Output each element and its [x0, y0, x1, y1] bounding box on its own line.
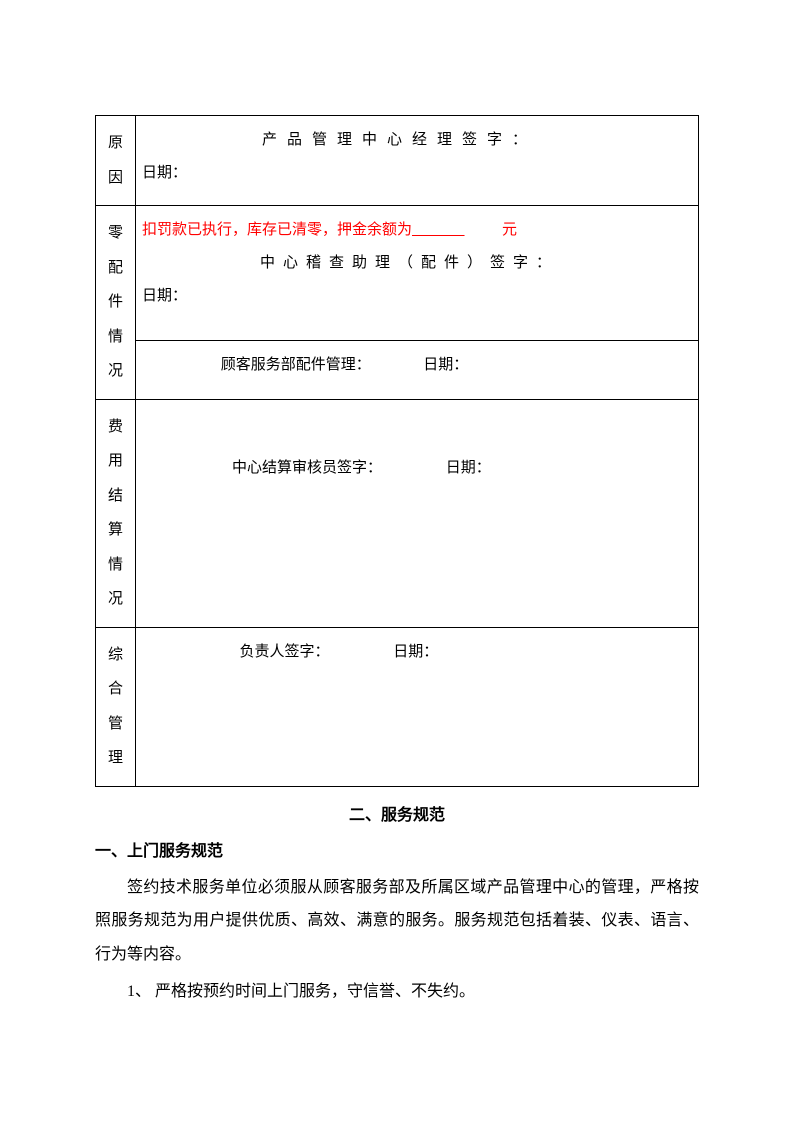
spacer [371, 357, 424, 373]
red-text-suffix: 元 [502, 222, 517, 238]
table-row: 原因 产品管理中心经理签字： 日期： [96, 116, 699, 206]
date-label: 日期： [142, 165, 187, 181]
sign-label: 产品管理中心经理签字： [262, 132, 537, 148]
spacer [142, 644, 240, 660]
row-label-reason: 原因 [96, 116, 136, 206]
section-title: 二、服务规范 [95, 801, 699, 825]
row-content-reason: 产品管理中心经理签字： 日期： [136, 116, 699, 206]
row-content-fee: 中心结算审核员签字： 日期： [136, 399, 699, 627]
date-label: 日期： [393, 644, 438, 660]
sign-label: 顾客服务部配件管理： [221, 357, 371, 373]
row-label-parts: 零配件情况 [96, 206, 136, 400]
sign-label: 中心结算审核员签字： [232, 460, 382, 476]
table-row: 顾客服务部配件管理： 日期： [96, 341, 699, 399]
paragraph-text: 签约技术服务单位必须服从顾客服务部及所属区域产品管理中心的管理，严格按照服务规范… [95, 871, 699, 972]
table-row: 费用结算情况 中心结算审核员签字： 日期： [96, 399, 699, 627]
row-content-mgmt: 负责人签字： 日期： [136, 627, 699, 786]
row-content-parts-a: 扣罚款已执行，库存已清零，押金余额为 元 中心稽查助理（配件）签字： 日期： [136, 206, 699, 341]
row-content-parts-b: 顾客服务部配件管理： 日期： [136, 341, 699, 399]
row-label-fee: 费用结算情况 [96, 399, 136, 627]
list-item: 1、 严格按预约时间上门服务，守信誉、不失约。 [95, 975, 699, 1009]
spacer [142, 357, 221, 373]
form-table: 原因 产品管理中心经理签字： 日期： 零配件情况 扣罚款已执行，库存已清零，押金… [95, 115, 699, 787]
amount-blank [412, 214, 502, 247]
spacer [142, 460, 232, 476]
sub-title: 一、上门服务规范 [95, 837, 699, 861]
red-text-prefix: 扣罚款已执行，库存已清零，押金余额为 [142, 222, 412, 238]
date-label: 日期： [423, 357, 468, 373]
sign-label: 中心稽查助理（配件）签字： [260, 255, 559, 271]
spacer [382, 460, 446, 476]
spacer [330, 644, 394, 660]
table-row: 零配件情况 扣罚款已执行，库存已清零，押金余额为 元 中心稽查助理（配件）签字：… [96, 206, 699, 341]
date-label: 日期： [142, 288, 187, 304]
date-label: 日期： [446, 460, 491, 476]
row-label-mgmt: 综合管理 [96, 627, 136, 786]
sign-label: 负责人签字： [240, 644, 330, 660]
table-row: 综合管理 负责人签字： 日期： [96, 627, 699, 786]
